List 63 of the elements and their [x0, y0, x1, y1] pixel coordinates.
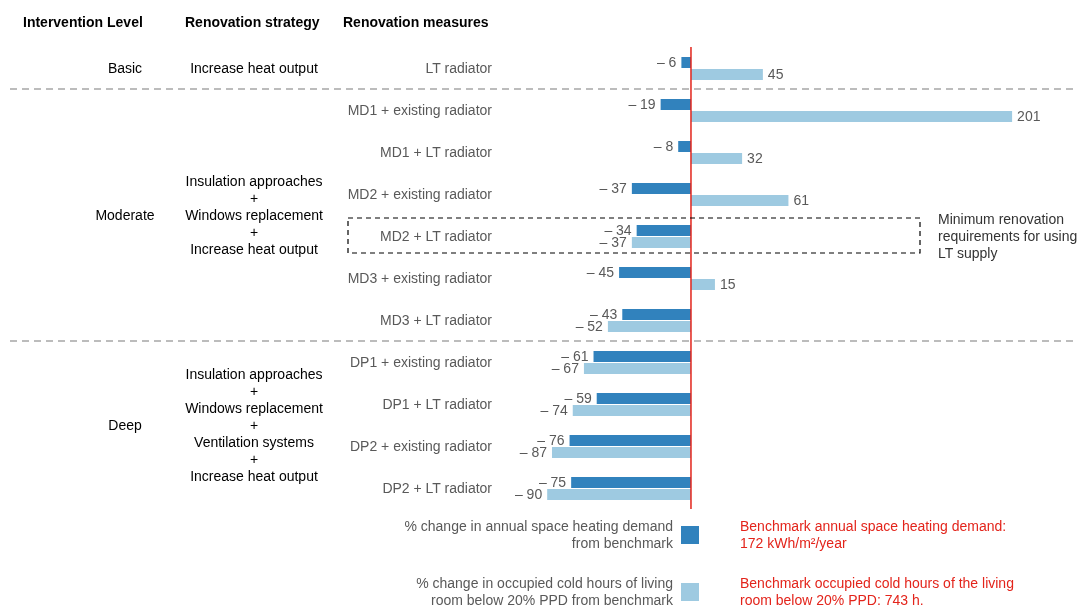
data-label: – 67 — [551, 360, 580, 377]
data-label: 45 — [767, 66, 784, 83]
bar — [690, 279, 715, 290]
data-label: – 87 — [519, 444, 548, 461]
y-tick-label: MD2 + LT radiator — [380, 227, 493, 244]
data-label: – 19 — [628, 96, 656, 113]
y-tick-label: LT radiator — [425, 59, 493, 76]
data-label: – 74 — [540, 402, 568, 419]
bar — [551, 447, 691, 458]
bar — [622, 309, 691, 320]
bar — [631, 183, 691, 194]
bar — [569, 435, 691, 446]
y-tick-label: MD2 + existing radiator — [347, 185, 493, 202]
text: Increase heat output — [189, 59, 319, 77]
bar — [593, 351, 691, 362]
bar — [631, 237, 691, 248]
bar — [583, 363, 691, 374]
bar — [690, 195, 789, 206]
bar — [572, 405, 691, 416]
text: Insulation approaches + Windows replacement + Ventilation systems + Increase heat output — [184, 365, 324, 485]
data-label: – 45 — [586, 264, 615, 281]
legend-label: % change in annual space heating demand from benchmark — [403, 518, 673, 552]
data-label: 201 — [1017, 108, 1041, 125]
bar — [660, 99, 691, 110]
data-label: 15 — [719, 276, 736, 293]
y-tick-label: MD1 + existing radiator — [347, 101, 493, 118]
bar — [681, 57, 691, 68]
y-tick-label: DP2 + LT radiator — [382, 479, 493, 496]
data-label: – 6 — [656, 54, 677, 71]
y-axis-title: Renovation measures — [343, 14, 489, 31]
data-label: 61 — [793, 192, 810, 209]
bar — [690, 69, 763, 80]
data-label: – 8 — [653, 138, 674, 155]
legend-label: % change in occupied cold hours of living room below 20% PPD from benchmark — [415, 575, 673, 609]
bar — [607, 321, 691, 332]
bar — [690, 153, 743, 164]
text: Insulation approaches + Windows replacement + Increase heat output — [184, 172, 324, 258]
y-tick-label: MD3 + LT radiator — [380, 311, 493, 328]
bar — [619, 267, 691, 278]
bar — [596, 393, 691, 404]
y-tick-label: DP2 + existing radiator — [349, 437, 493, 454]
text: Renovation strategy — [185, 13, 320, 30]
data-label: – 37 — [599, 234, 628, 251]
text: Deep — [107, 416, 143, 434]
data-label: – 90 — [514, 486, 543, 503]
data-label: 32 — [747, 150, 763, 167]
bar — [571, 477, 691, 488]
data-label: – 52 — [575, 318, 604, 335]
text: Benchmark occupied cold hours of the living room below 20% PPD: 743 h. — [740, 575, 1015, 609]
bar — [547, 489, 691, 500]
bar — [690, 111, 1013, 122]
y-tick-label: DP1 + LT radiator — [382, 395, 493, 412]
text: Benchmark annual space heating demand: 172 kWh/m²/year — [740, 518, 1008, 552]
bar — [636, 225, 691, 236]
text: Moderate — [95, 206, 155, 223]
text: Intervention Level — [23, 13, 144, 31]
y-tick-label: DP1 + existing radiator — [349, 353, 493, 370]
data-label: – 37 — [599, 180, 628, 197]
text: Basic — [106, 59, 144, 77]
annotation: Minimum renovation requirements for using LT supply — [938, 210, 1078, 262]
bar — [678, 141, 691, 152]
y-tick-label: MD3 + existing radiator — [347, 269, 493, 286]
y-tick-label: MD1 + LT radiator — [380, 143, 493, 160]
